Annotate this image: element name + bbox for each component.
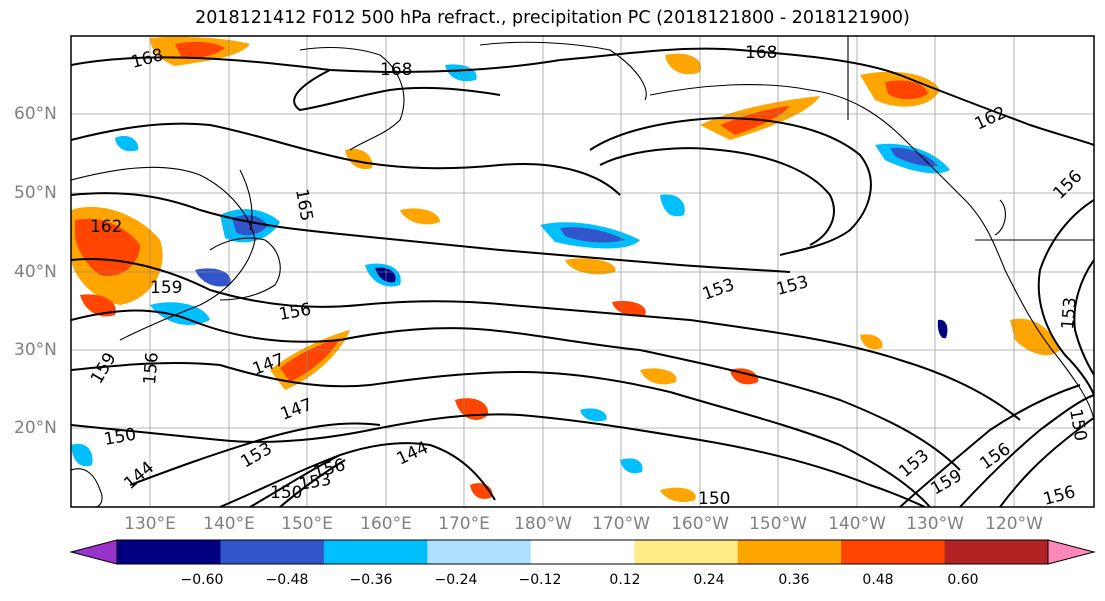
- colorbar-segment: [117, 540, 221, 564]
- contour-label: 150: [698, 489, 730, 509]
- precip-positive-areas: [71, 36, 1060, 502]
- lat-label-20n: 20°N: [14, 418, 57, 438]
- colorbar-segments: [117, 540, 1049, 564]
- colorbar-tick: 0.24: [693, 572, 725, 588]
- colorbar-tick: 0.60: [947, 572, 979, 588]
- contour-label: 168: [745, 43, 777, 63]
- contour-label: 156: [140, 351, 163, 385]
- map-title: 2018121412 F012 500 hPa refract., precip…: [195, 8, 910, 28]
- lon-label-150w: 150°W: [749, 514, 807, 534]
- colorbar-segment: [841, 540, 946, 564]
- map-frame: [70, 35, 1095, 508]
- colorbar-tick: −0.36: [349, 572, 393, 588]
- contour-label: 150: [270, 483, 302, 503]
- contour-label: 159: [150, 278, 182, 298]
- lon-label-140w: 140°W: [828, 514, 886, 534]
- contour-label: 162: [90, 217, 122, 237]
- coastlines: [71, 36, 1094, 507]
- colorbar-segment: [634, 540, 739, 564]
- colorbar-segment: [944, 540, 1049, 564]
- lon-label-130w: 130°W: [906, 514, 964, 534]
- graticule: [71, 36, 1094, 507]
- lon-label-150e: 150°E: [281, 514, 333, 534]
- colorbar-segment: [737, 540, 842, 564]
- colorbar-tick: −0.12: [518, 572, 562, 588]
- lon-label-140e: 140°E: [203, 514, 255, 534]
- lon-label-160w: 160°W: [671, 514, 729, 534]
- colorbar-segment: [530, 540, 635, 564]
- colorbar: [69, 539, 1096, 565]
- lon-label-170e: 170°E: [438, 514, 490, 534]
- lon-label-160e: 160°E: [360, 514, 412, 534]
- colorbar-extend-low: [71, 540, 117, 564]
- colorbar-tick: −0.60: [180, 572, 224, 588]
- lat-label-30n: 30°N: [14, 340, 57, 360]
- colorbar-segment: [323, 540, 428, 564]
- lon-label-120w: 120°W: [985, 514, 1043, 534]
- lat-label-60n: 60°N: [14, 104, 57, 124]
- colorbar-tick: 0.12: [609, 572, 641, 588]
- colorbar-segment: [220, 540, 325, 564]
- contour-label: 153: [1058, 296, 1081, 330]
- colorbar-segment: [427, 540, 532, 564]
- colorbar-tick: 0.36: [778, 572, 810, 588]
- colorbar-tick: −0.24: [434, 572, 478, 588]
- lon-label-130e: 130°E: [124, 514, 176, 534]
- lon-label-170w: 170°W: [592, 514, 650, 534]
- contour-label: 168: [380, 60, 412, 80]
- colorbar-tick: −0.48: [265, 572, 309, 588]
- colorbar-tick: 0.48: [862, 572, 894, 588]
- refractivity-contours: [71, 47, 1094, 507]
- colorbar-extend-high: [1048, 540, 1094, 564]
- lon-label-180w: 180°W: [514, 514, 572, 534]
- lat-label-40n: 40°N: [14, 262, 57, 282]
- lat-label-50n: 50°N: [14, 183, 57, 203]
